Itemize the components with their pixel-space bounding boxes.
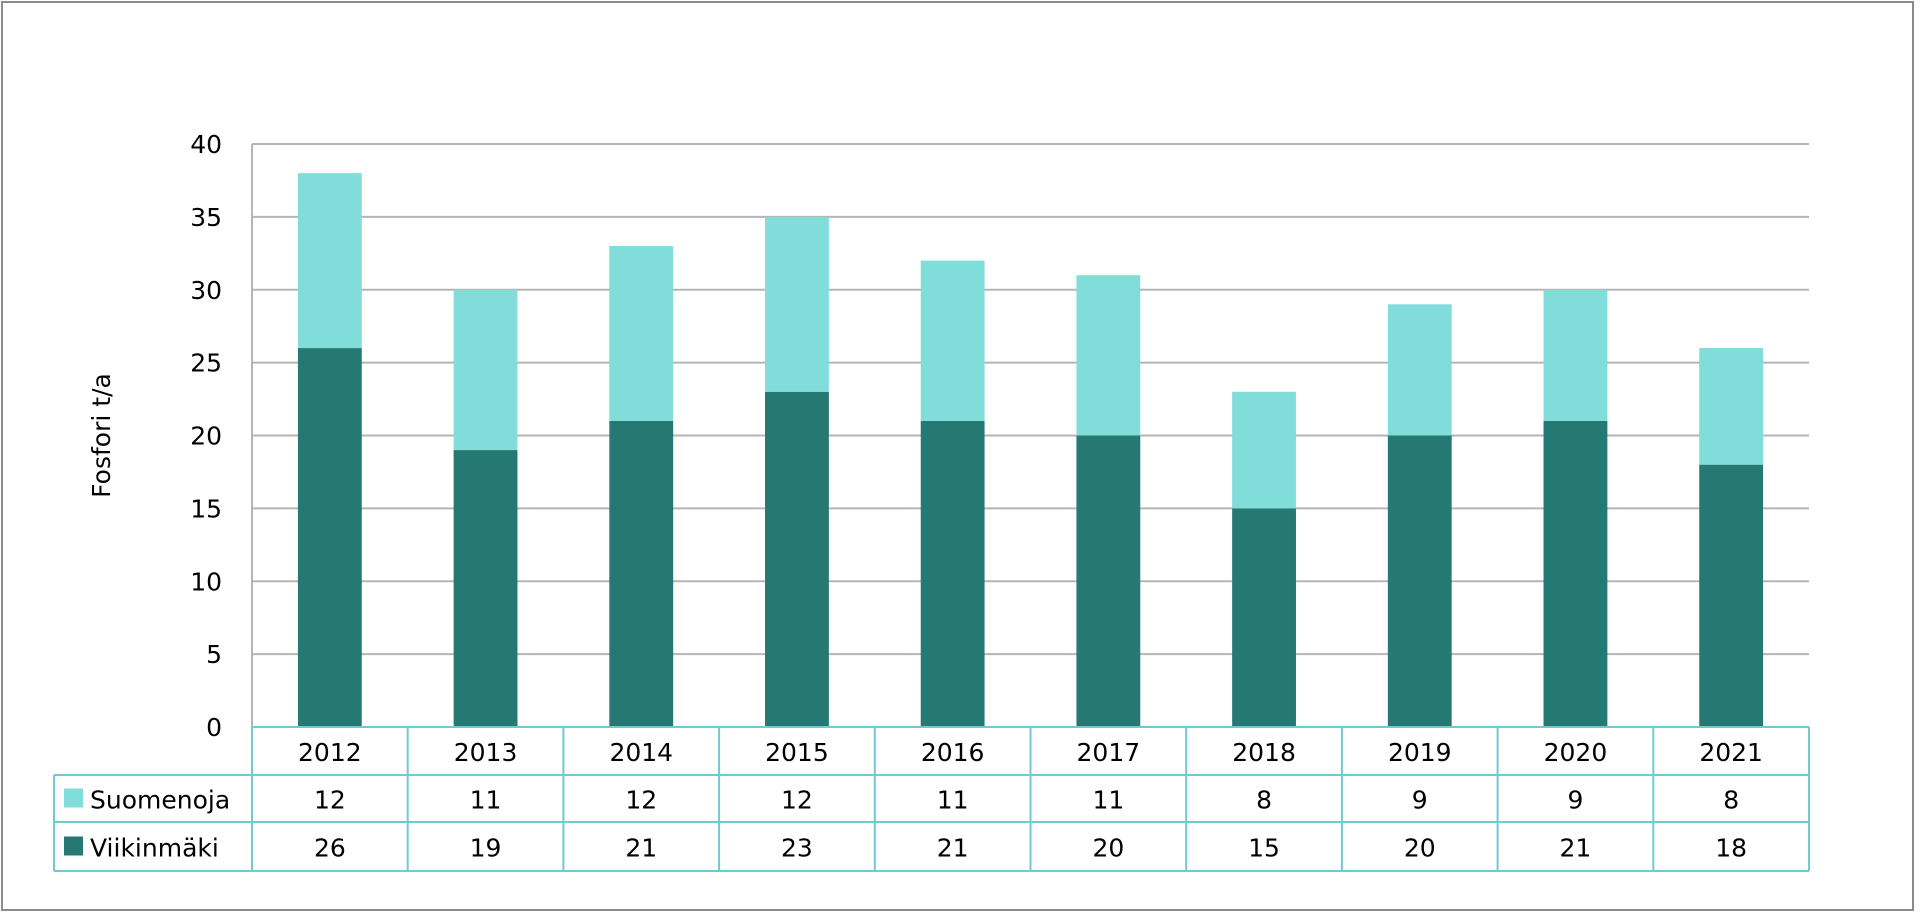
bar-suomenoja-2019 [1387, 304, 1452, 436]
bar-suomenoja-2016 [920, 260, 985, 421]
y-tick-label: 0 [206, 713, 222, 742]
x-tick-label: 2013 [454, 738, 518, 767]
x-tick-label: 2017 [1077, 738, 1141, 767]
bar-viikinmki-2020 [1543, 420, 1608, 727]
table-cell-value: 12 [625, 786, 657, 815]
table-cell-value: 11 [1092, 786, 1124, 815]
table-cell-value: 12 [314, 786, 346, 815]
table-cell-value: 11 [937, 786, 969, 815]
table-cell-value: 8 [1723, 786, 1739, 815]
bar-viikinmki-2012 [297, 348, 362, 727]
y-tick-label: 20 [190, 422, 222, 451]
bar-suomenoja-2013 [453, 289, 518, 451]
legend-label: Viikinmäki [90, 834, 219, 863]
bar-viikinmki-2021 [1699, 464, 1764, 727]
bar-suomenoja-2015 [765, 216, 829, 392]
x-tick-label: 2014 [609, 738, 673, 767]
x-tick-label: 2018 [1232, 738, 1296, 767]
legend-label: Suomenoja [90, 786, 230, 815]
table-cell-value: 23 [781, 834, 813, 863]
y-axis-label: Fosfori t/a [87, 373, 116, 498]
y-tick-label: 5 [206, 640, 222, 669]
table-cell-value: 26 [314, 834, 346, 863]
y-tick-label: 40 [190, 130, 222, 159]
table-cell-value: 12 [781, 786, 813, 815]
bar-viikinmki-2019 [1387, 435, 1452, 727]
bar-suomenoja-2017 [1076, 275, 1141, 436]
bar-viikinmki-2013 [453, 450, 518, 727]
legend-swatch-viikinmki [64, 836, 83, 856]
x-tick-label: 2021 [1699, 738, 1763, 767]
table-cell-value: 15 [1248, 834, 1280, 863]
bar-viikinmki-2014 [609, 420, 674, 727]
y-tick-label: 25 [190, 349, 222, 378]
y-tick-label: 30 [190, 276, 222, 305]
x-tick-label: 2015 [765, 738, 829, 767]
x-tick-label: 2012 [298, 738, 362, 767]
bar-viikinmki-2016 [920, 420, 985, 727]
legend-swatch-suomenoja [64, 788, 83, 808]
bar-suomenoja-2020 [1543, 289, 1608, 421]
table-cell-value: 20 [1404, 834, 1436, 863]
bar-viikinmki-2015 [765, 391, 829, 727]
x-tick-label: 2016 [921, 738, 985, 767]
bar-suomenoja-2021 [1699, 348, 1764, 465]
y-tick-label: 35 [190, 203, 222, 232]
bar-viikinmki-2017 [1076, 435, 1141, 727]
bar-suomenoja-2014 [609, 246, 674, 421]
table-cell-value: 19 [470, 834, 502, 863]
bar-viikinmki-2018 [1232, 508, 1296, 727]
table-cell-value: 20 [1092, 834, 1124, 863]
x-tick-label: 2019 [1388, 738, 1452, 767]
table-cell-value: 21 [937, 834, 969, 863]
table-cell-value: 8 [1256, 786, 1272, 815]
y-tick-label: 10 [190, 567, 222, 596]
bar-suomenoja-2018 [1232, 391, 1296, 509]
y-tick-label: 15 [190, 494, 222, 523]
table-cell-value: 11 [470, 786, 502, 815]
x-tick-label: 2020 [1544, 738, 1608, 767]
table-cell-value: 21 [625, 834, 657, 863]
table-cell-value: 9 [1412, 786, 1428, 815]
table-cell-value: 18 [1715, 834, 1747, 863]
bar-suomenoja-2012 [297, 173, 362, 349]
table-cell-value: 9 [1567, 786, 1583, 815]
table-cell-value: 21 [1560, 834, 1592, 863]
